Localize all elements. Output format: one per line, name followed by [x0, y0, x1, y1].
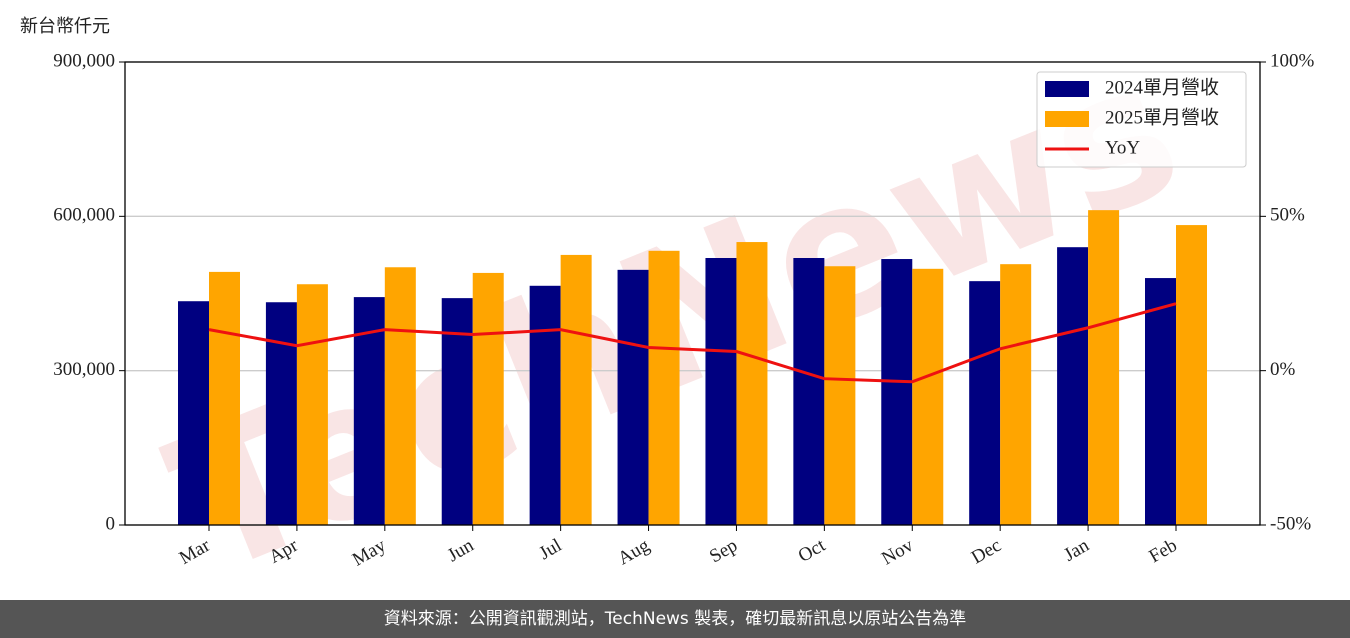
- x-tick-label: Nov: [878, 535, 917, 570]
- bar: [648, 250, 680, 525]
- bar: [529, 285, 561, 525]
- bar: [296, 284, 328, 525]
- y-tick-label: 600,000: [53, 205, 115, 226]
- plot-frame: [124, 61, 1261, 526]
- x-tick-label: Dec: [968, 535, 1005, 568]
- bar: [793, 258, 825, 525]
- bar: [384, 267, 416, 525]
- legend-label: YoY: [1105, 137, 1140, 158]
- y2-tick-label: 50%: [1270, 205, 1305, 226]
- y2-tick-label: 100%: [1270, 50, 1315, 71]
- bar: [617, 269, 649, 525]
- bar: [178, 301, 209, 525]
- yoy-line: [208, 302, 1177, 384]
- legend-label: 2024單月營收: [1105, 76, 1219, 98]
- x-tick-label: Jun: [444, 535, 478, 567]
- bar: [441, 298, 473, 525]
- x-tick-label: Feb: [1145, 535, 1180, 567]
- y-tick-label: 0: [106, 513, 116, 534]
- bar: [736, 242, 768, 526]
- x-tick-label: Sep: [706, 535, 741, 567]
- bar: [1000, 264, 1032, 525]
- bar: [912, 268, 944, 525]
- bar: [209, 271, 240, 525]
- legend-swatch: [1045, 81, 1089, 97]
- legend-swatch: [1045, 111, 1089, 127]
- bar: [1088, 210, 1120, 525]
- bar: [969, 281, 1001, 525]
- bar: [472, 272, 504, 525]
- bar: [824, 266, 856, 525]
- bar: [1057, 247, 1089, 525]
- bar: [705, 258, 737, 525]
- bar: [881, 259, 913, 525]
- legend-label: 2025單月營收: [1105, 106, 1219, 128]
- bar: [1176, 225, 1207, 525]
- x-tick-label: Jul: [536, 535, 566, 564]
- y2-tick-label: 0%: [1270, 359, 1296, 380]
- y2-tick-label: -50%: [1270, 513, 1311, 534]
- footer: 資料來源：公開資訊觀測站，TechNews 製表，確切最新訊息以原站公告為準: [0, 600, 1350, 638]
- bar: [560, 254, 592, 525]
- chart: 新台幣仟元 TechNews 0300,000600,000900,000-50…: [20, 16, 1315, 618]
- bar: [265, 302, 297, 525]
- y-tick-label: 900,000: [53, 50, 115, 71]
- x-tick-label: Oct: [795, 535, 830, 567]
- bar: [1145, 278, 1176, 525]
- x-tick-label: Jan: [1060, 535, 1093, 566]
- x-tick-label: Aug: [614, 535, 653, 570]
- y-tick-label: 300,000: [53, 359, 115, 380]
- legend-box: [1036, 71, 1247, 168]
- y-axis-label: 新台幣仟元: [20, 16, 110, 37]
